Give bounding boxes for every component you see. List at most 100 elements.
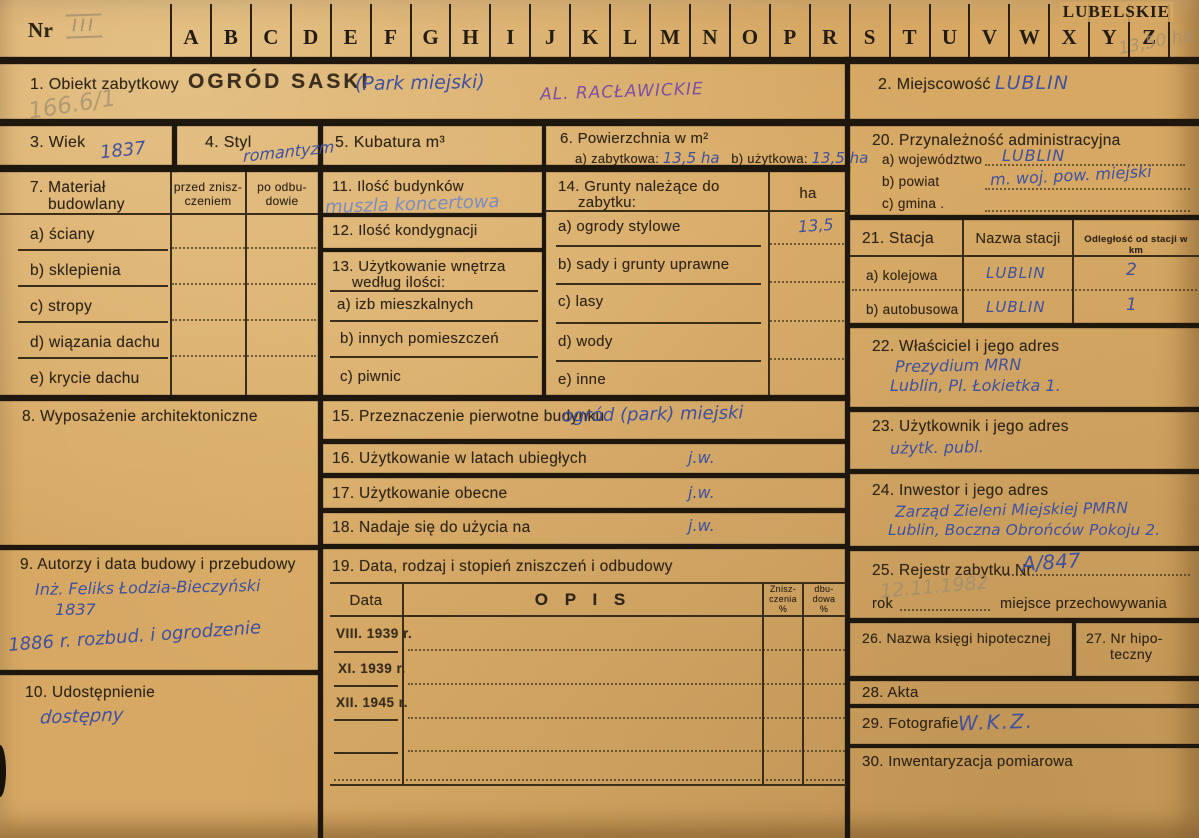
field21-col2: Nazwa stacji bbox=[975, 231, 1061, 247]
alphabet-letter: W bbox=[1008, 4, 1048, 57]
grid-line bbox=[545, 210, 848, 212]
author-line2: 1837 bbox=[55, 600, 96, 619]
dotted-line bbox=[985, 210, 1190, 212]
field7-label2: budowlany bbox=[48, 196, 125, 213]
field11-label: 11. Ilość budynków bbox=[332, 178, 464, 195]
znisz-3: % bbox=[778, 604, 788, 614]
field19-label: 19. Data, rodzaj i stopień zniszczeń i o… bbox=[332, 558, 673, 575]
field19-col-opis: O P I S bbox=[534, 590, 632, 609]
field25-rok-label: rok bbox=[872, 596, 894, 612]
alphabet-letter: I bbox=[489, 4, 529, 57]
interior-row: b) innych pomieszczeń bbox=[340, 330, 499, 347]
field6-values: a) zabytkowa: 13,5 ha b) użytkowa: 13,5 … bbox=[575, 149, 868, 167]
divider bbox=[318, 126, 323, 838]
field20-label: 20. Przynależność administracyjna bbox=[872, 132, 1121, 149]
damage-date-row: VIII. 1939 r. bbox=[336, 626, 413, 641]
field1-label: 1. Obiekt zabytkowy bbox=[30, 76, 179, 93]
grid-line bbox=[402, 582, 404, 786]
field27-label2: teczny bbox=[1110, 646, 1153, 662]
field16-label: 16. Użytkowanie w latach ubiegłych bbox=[332, 450, 587, 467]
past-use-value: j.w. bbox=[688, 448, 715, 467]
field6-label: 6. Powierzchnia w m² bbox=[560, 130, 709, 147]
station-row-name: LUBLIN bbox=[986, 298, 1046, 316]
alphabet-letter: Z bbox=[1128, 4, 1168, 57]
locality-value: LUBLIN bbox=[995, 72, 1069, 94]
alphabet-letter: K bbox=[569, 4, 609, 57]
material-row: a) ściany bbox=[30, 226, 95, 243]
divider bbox=[850, 618, 1199, 623]
grid-line bbox=[334, 651, 398, 653]
divider bbox=[323, 473, 845, 478]
grid-line bbox=[18, 285, 168, 287]
field21-label: 21. Stacja bbox=[862, 230, 934, 247]
investor-line1: Zarząd Zieleni Miejskiej PMRN bbox=[894, 498, 1129, 522]
field26-label: 26. Nazwa księgi hipotecznej bbox=[862, 630, 1051, 646]
grid-line bbox=[18, 357, 168, 359]
odbu-2: dowa bbox=[812, 594, 836, 604]
field13-label: 13. Użytkowanie wnętrza bbox=[332, 258, 506, 275]
field6-a-label: a) zabytkowa: bbox=[575, 151, 660, 166]
grid-line bbox=[170, 172, 172, 395]
grounds-value: 13,5 bbox=[797, 214, 835, 237]
field23-label: 23. Użytkownik i jego adres bbox=[872, 418, 1069, 435]
field3-label: 3. Wiek bbox=[30, 134, 86, 151]
field15-label: 15. Przeznaczenie pierwotne budynku bbox=[332, 408, 605, 425]
odbu-3: % bbox=[819, 604, 829, 614]
divider bbox=[850, 407, 1199, 412]
alphabet-letter: T bbox=[888, 4, 929, 57]
dotted-line bbox=[1000, 574, 1190, 576]
dotted-line bbox=[172, 283, 316, 285]
interior-row: c) piwnic bbox=[340, 368, 402, 385]
alphabet-index-strip: A B C D E F G H I J K L M N O P R S T U … bbox=[170, 4, 1170, 57]
divider bbox=[845, 57, 850, 838]
field9-label: 9. Autorzy i data budowy i przebudowy bbox=[20, 556, 296, 573]
alphabet-letter: O bbox=[728, 4, 769, 57]
author-line3: 1886 r. rozbud. i ogrodzenie bbox=[7, 617, 262, 656]
field19-col-odbu: dbu- dowa % bbox=[804, 584, 844, 614]
divider bbox=[0, 57, 1199, 64]
field14-unit: ha bbox=[799, 185, 817, 202]
material-row: b) sklepienia bbox=[30, 262, 121, 279]
material-row: c) stropy bbox=[30, 298, 93, 315]
alphabet-letter: C bbox=[249, 4, 290, 57]
alphabet-letter: H bbox=[449, 4, 489, 57]
field7-col2b: dowie bbox=[265, 194, 299, 208]
alphabet-letter: M bbox=[649, 4, 689, 57]
interior-row: a) izb mieszkalnych bbox=[337, 296, 474, 313]
grid-line bbox=[850, 255, 1199, 257]
odbu-1: dbu- bbox=[814, 584, 834, 594]
grid-line bbox=[556, 322, 761, 324]
grid-line bbox=[18, 249, 168, 251]
divider bbox=[323, 248, 542, 252]
field10-label: 10. Udostępnienie bbox=[25, 684, 156, 701]
znisz-1: Znisz- bbox=[769, 584, 797, 594]
field21-col3: Odległość od stacji w km bbox=[1084, 234, 1188, 256]
user-value: użytk. publ. bbox=[889, 437, 984, 458]
dotted-line bbox=[408, 717, 845, 719]
material-row: d) wiązania dachu bbox=[30, 334, 161, 351]
investor-line2: Lublin, Boczna Obrońców Pokoju 2. bbox=[888, 521, 1161, 539]
grid-line bbox=[330, 290, 538, 292]
material-row: e) krycie dachu bbox=[30, 370, 140, 387]
grid-line bbox=[330, 615, 846, 617]
field27-label: 27. Nr hipo- bbox=[1086, 630, 1163, 646]
alphabet-letter: D bbox=[289, 4, 330, 57]
field5-label: 5. Kubatura m³ bbox=[335, 134, 446, 151]
author-line1: Inż. Feliks Łodzia-Bieczyński bbox=[34, 576, 261, 599]
divider bbox=[1072, 622, 1076, 676]
divider bbox=[850, 215, 1199, 220]
field19-col-data: Data bbox=[349, 592, 383, 609]
dotted-line bbox=[408, 683, 845, 685]
divider bbox=[323, 508, 845, 513]
dotted-line bbox=[900, 609, 990, 611]
voivodeship-value: LUBLIN bbox=[1002, 146, 1066, 165]
grid-line bbox=[330, 784, 846, 786]
station-row-label: a) kolejowa bbox=[866, 268, 938, 283]
damage-date-row: XII. 1945 r. bbox=[336, 695, 409, 710]
grounds-row: c) lasy bbox=[558, 293, 604, 310]
field8-label: 8. Wyposażenie architektoniczne bbox=[22, 408, 258, 425]
object-name-note: (Park miejski) bbox=[354, 70, 485, 96]
station-row-distance: 2 bbox=[1126, 260, 1137, 280]
grid-line bbox=[330, 582, 846, 584]
alphabet-letter: L bbox=[609, 4, 649, 57]
